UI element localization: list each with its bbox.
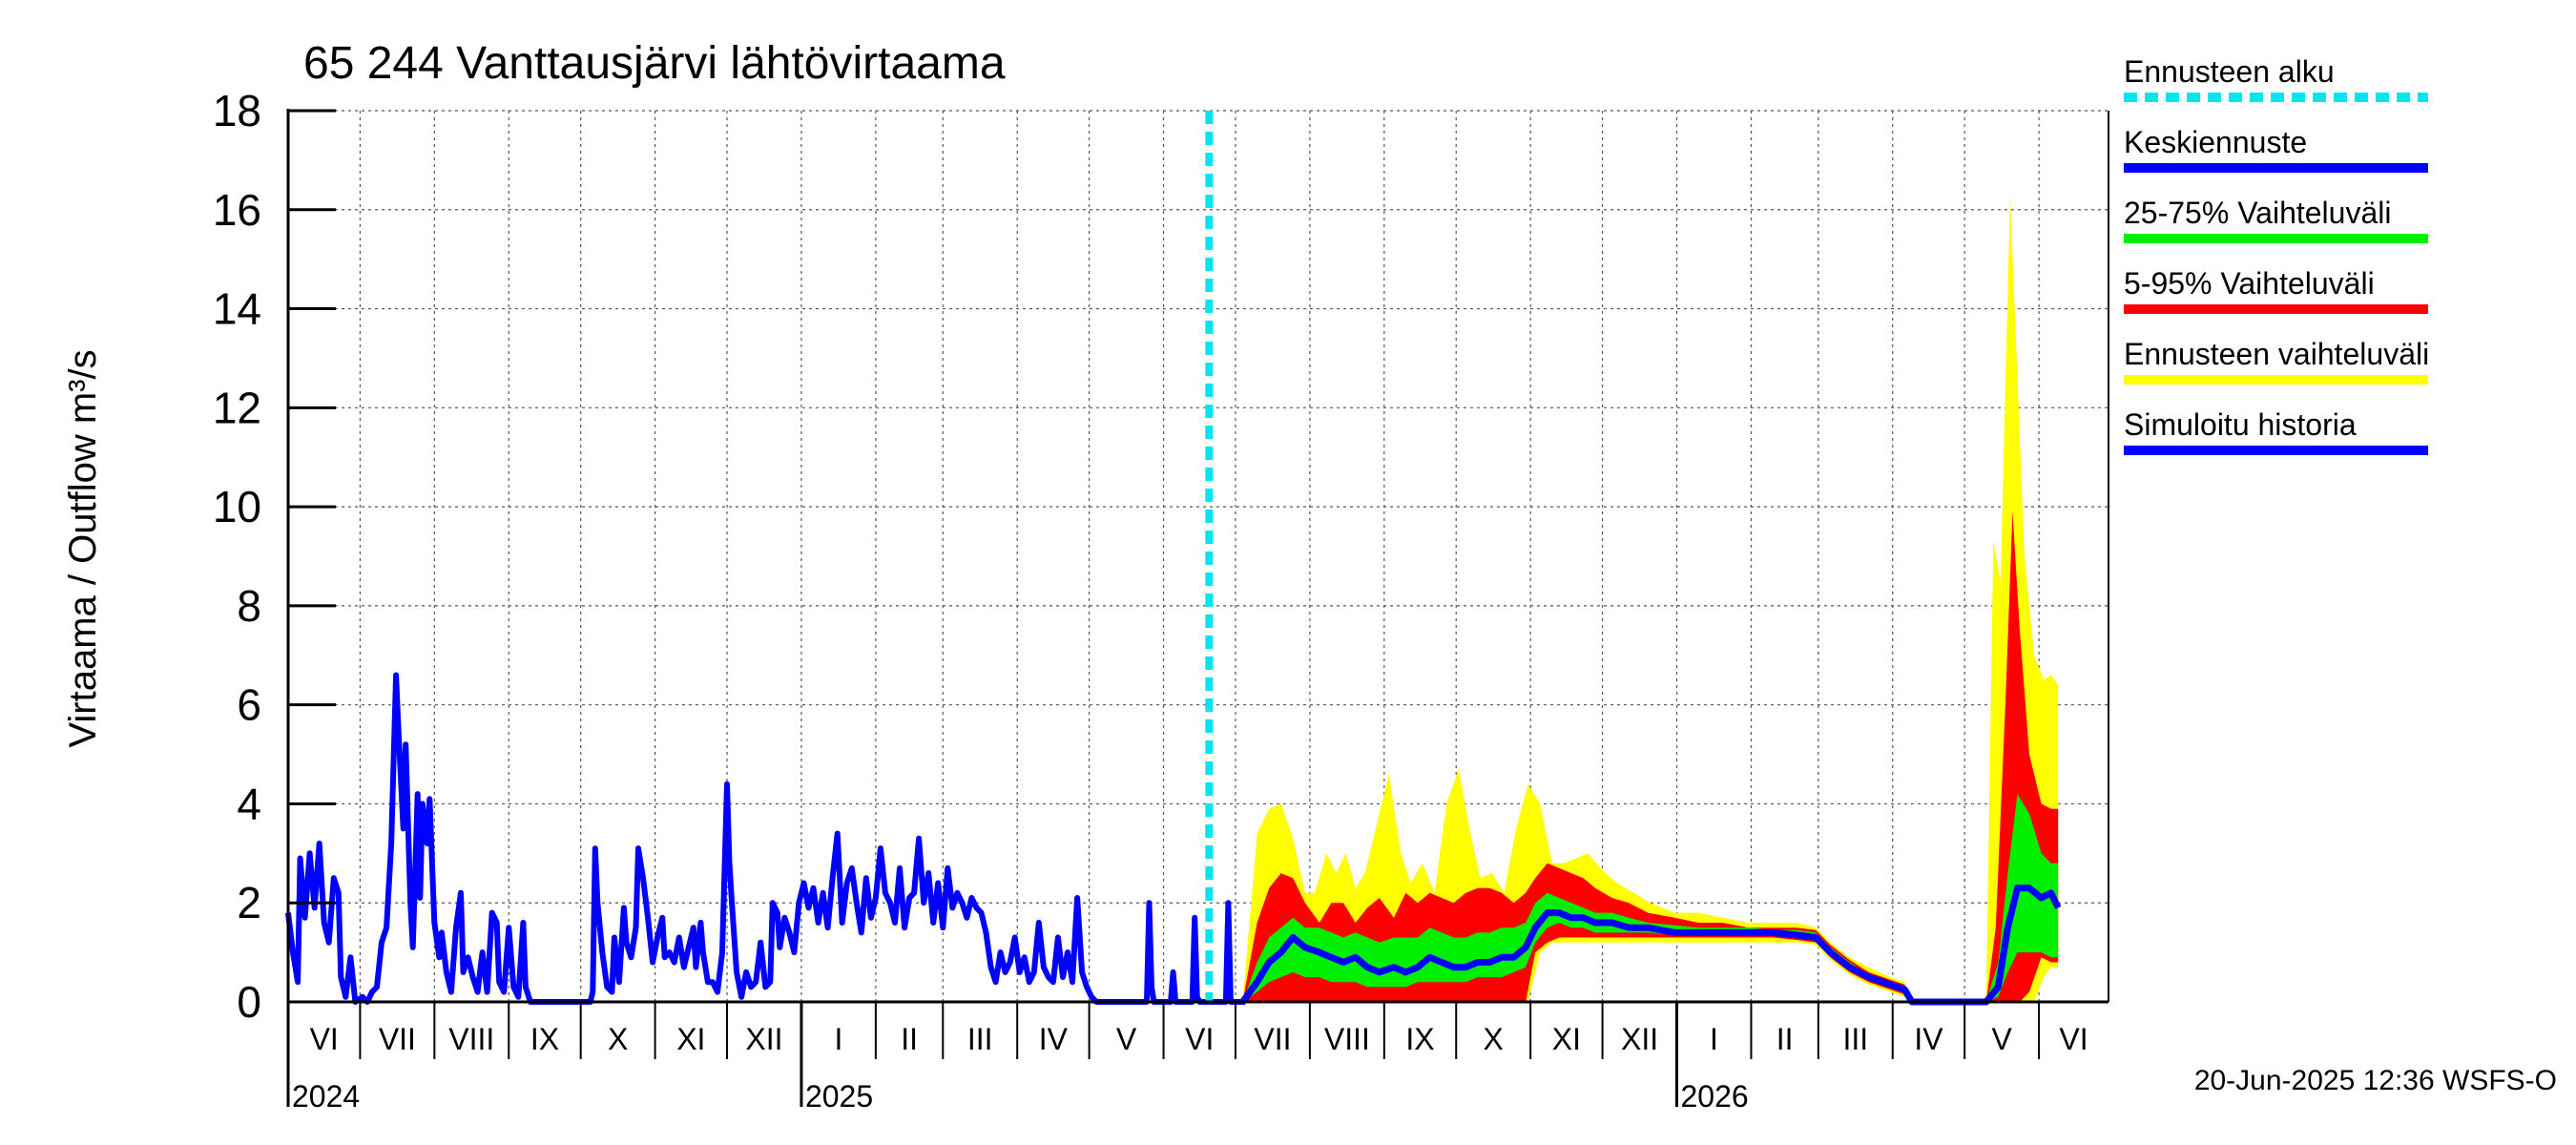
- month-label: IV: [1039, 1022, 1069, 1056]
- y-tick-label: 2: [237, 878, 261, 927]
- month-label: I: [1710, 1022, 1718, 1056]
- y-tick-label: 10: [213, 482, 261, 531]
- year-label: 2026: [1681, 1079, 1749, 1114]
- band-25-75: [1242, 794, 2059, 1002]
- band-full-range: [1242, 195, 2059, 1002]
- legend-label: Ennusteen vaihteluväli: [2124, 337, 2429, 371]
- month-label: XI: [1552, 1022, 1581, 1056]
- month-label: II: [1776, 1022, 1794, 1056]
- month-label: III: [1842, 1022, 1868, 1056]
- month-label: II: [901, 1022, 918, 1056]
- legend-label: 5-95% Vaihteluväli: [2124, 266, 2375, 301]
- month-label: VI: [310, 1022, 339, 1056]
- month-label: V: [1116, 1022, 1137, 1056]
- month-label: IX: [1405, 1022, 1434, 1056]
- legend-label: Simuloitu historia: [2124, 407, 2357, 442]
- month-label: X: [608, 1022, 628, 1056]
- y-tick-label: 4: [237, 779, 261, 828]
- month-label: III: [967, 1022, 993, 1056]
- month-label: I: [834, 1022, 842, 1056]
- month-label: VII: [1254, 1022, 1291, 1056]
- data-lines: [285, 111, 2062, 1006]
- month-label: VI: [1185, 1022, 1214, 1056]
- timestamp-footer: 20-Jun-2025 12:36 WSFS-O: [2194, 1065, 2557, 1096]
- y-tick-label: 12: [213, 383, 261, 432]
- legend-label: Ennusteen alku: [2124, 54, 2335, 89]
- year-label: 2024: [292, 1079, 360, 1114]
- y-tick-label: 0: [237, 977, 261, 1027]
- y-axis-label: Virtaama / Outflow m³/s: [62, 349, 104, 747]
- legend: Ennusteen alku Keskiennuste 25-75% Vaihtel…: [2124, 54, 2429, 455]
- legend-label: 25-75% Vaihteluväli: [2124, 196, 2391, 230]
- grid-lines: [288, 110, 2109, 1002]
- median-forecast-line: [1239, 885, 2062, 1006]
- forecast-bands: [1242, 195, 2059, 1002]
- month-label: VII: [379, 1022, 416, 1056]
- month-label: VIII: [1324, 1022, 1370, 1056]
- month-label: XII: [1621, 1022, 1658, 1056]
- y-tick-label: 18: [213, 86, 261, 135]
- month-label: VI: [2059, 1022, 2088, 1056]
- y-tick-label: 6: [237, 680, 261, 730]
- month-label: V: [1991, 1022, 2012, 1056]
- year-label: 2025: [805, 1079, 873, 1114]
- y-tick-label: 16: [213, 185, 261, 235]
- month-label: VIII: [448, 1022, 494, 1056]
- y-tick-label: 8: [237, 581, 261, 631]
- chart-title: 65 244 Vanttausjärvi lähtövirtaama: [303, 38, 1006, 89]
- month-label: XII: [745, 1022, 782, 1056]
- month-label: IX: [530, 1022, 559, 1056]
- month-label: XI: [676, 1022, 705, 1056]
- y-tick-label: 14: [213, 284, 261, 334]
- month-label: X: [1484, 1022, 1504, 1056]
- history-line: [285, 672, 1245, 1005]
- legend-label: Keskiennuste: [2124, 125, 2307, 159]
- month-label: IV: [1914, 1022, 1943, 1056]
